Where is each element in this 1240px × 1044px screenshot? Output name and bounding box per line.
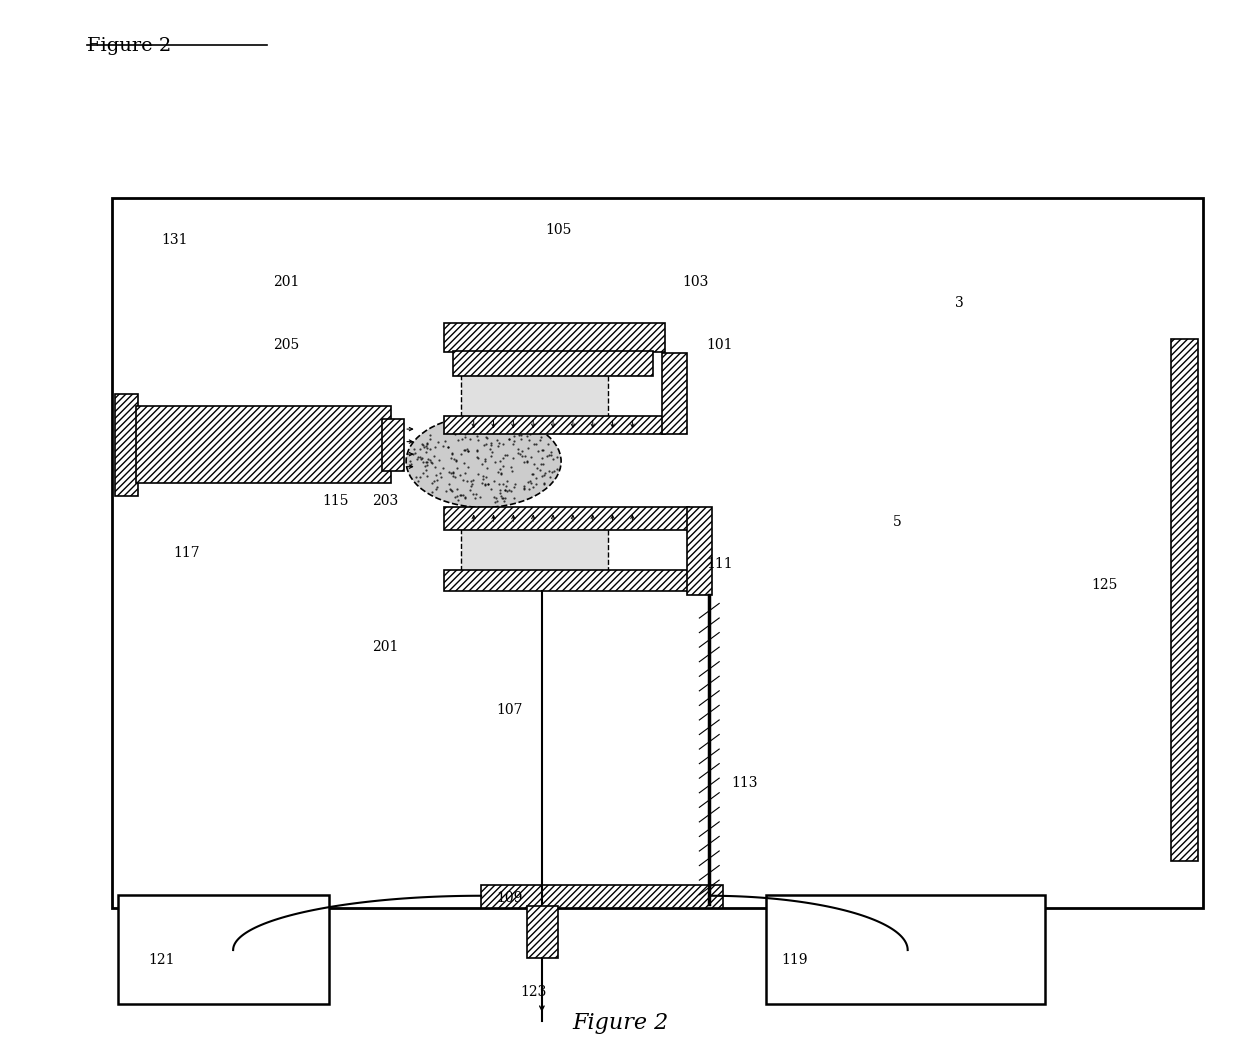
Bar	[481, 885, 723, 908]
Bar	[382, 419, 404, 471]
Bar	[527, 906, 558, 958]
Text: 125: 125	[1091, 577, 1117, 592]
Text: 111: 111	[707, 556, 733, 571]
Text: 205: 205	[273, 337, 299, 352]
Text: 3: 3	[955, 295, 963, 310]
Bar	[444, 507, 689, 530]
Text: 117: 117	[174, 546, 200, 561]
Text: 115: 115	[322, 494, 348, 508]
Bar	[1171, 339, 1198, 861]
Text: 201: 201	[372, 640, 398, 655]
Bar	[461, 528, 608, 572]
Text: 107: 107	[496, 703, 522, 717]
Bar	[115, 394, 138, 496]
Bar	[112, 198, 1203, 908]
Ellipse shape	[407, 416, 560, 507]
Text: 109: 109	[496, 891, 522, 905]
Bar	[461, 374, 608, 418]
Text: 203: 203	[372, 494, 398, 508]
Text: 121: 121	[149, 953, 175, 968]
Bar	[687, 507, 712, 595]
Text: 101: 101	[707, 337, 733, 352]
Text: 123: 123	[521, 984, 547, 999]
Bar	[453, 351, 653, 376]
Bar	[444, 570, 689, 591]
Text: 119: 119	[781, 953, 807, 968]
Text: 131: 131	[161, 233, 187, 247]
Text: 103: 103	[682, 275, 708, 289]
Bar	[766, 895, 1045, 1004]
Bar	[444, 416, 665, 434]
Text: 201: 201	[273, 275, 299, 289]
Bar	[118, 895, 329, 1004]
Bar	[136, 406, 391, 483]
Text: 5: 5	[893, 515, 901, 529]
Text: 105: 105	[546, 222, 572, 237]
Text: Figure 2: Figure 2	[572, 1012, 668, 1034]
Bar	[444, 323, 665, 352]
Bar	[662, 353, 687, 434]
Text: Figure 2: Figure 2	[87, 37, 171, 54]
Text: 113: 113	[732, 776, 758, 790]
